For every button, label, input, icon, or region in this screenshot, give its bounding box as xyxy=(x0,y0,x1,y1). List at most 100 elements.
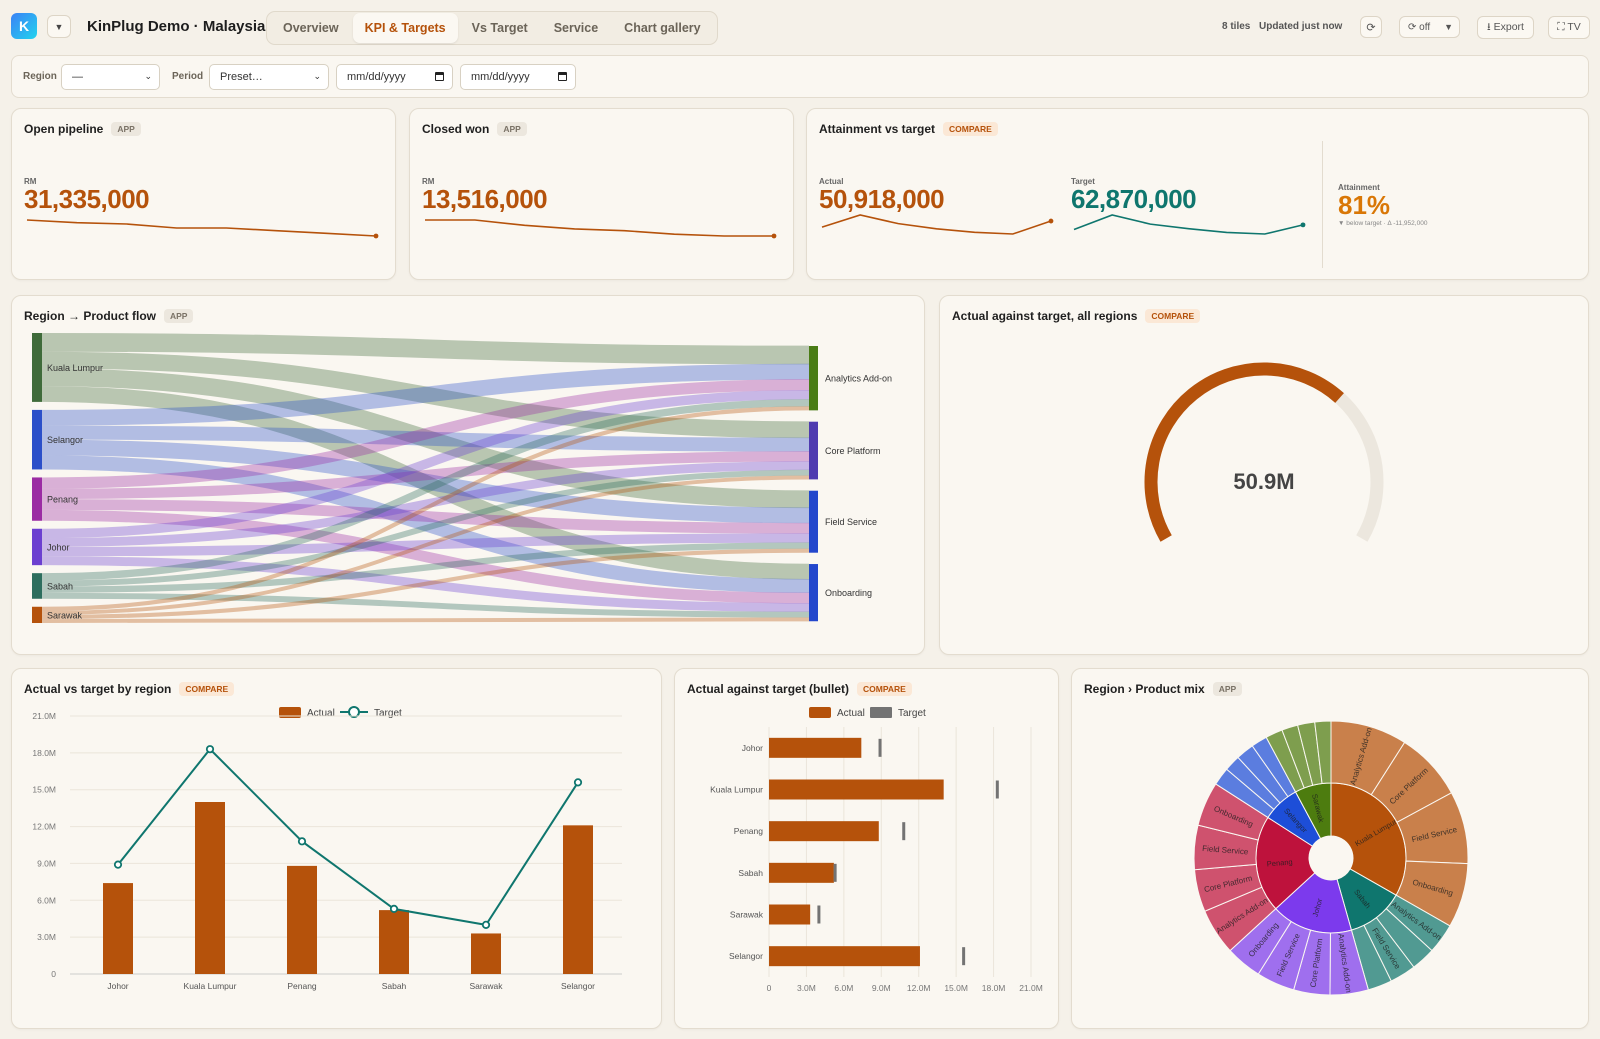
bar-actual xyxy=(563,825,593,974)
sankey-target-node xyxy=(809,490,818,553)
sankey-link xyxy=(41,617,810,623)
compare-badge: COMPARE xyxy=(179,682,235,696)
card-title: Open pipeline APP xyxy=(24,122,141,136)
sparkline-path xyxy=(821,214,1052,235)
x-tick-label: 21.0M xyxy=(1019,983,1043,993)
tab-vs-target[interactable]: Vs Target xyxy=(471,21,528,35)
tiles-count: 8 tiles xyxy=(1222,21,1251,32)
sankey-source-node xyxy=(32,573,42,599)
tab-kpi-targets[interactable]: KPI & Targets xyxy=(352,13,458,43)
card-title: Actual against target (bullet) COMPARE xyxy=(687,682,912,696)
gauge-card: Actual against target, all regions COMPAR… xyxy=(939,295,1589,655)
sankey-link xyxy=(41,451,810,500)
sankey-source-label: Kuala Lumpur xyxy=(47,363,103,373)
legend-label-target: Target xyxy=(374,708,402,719)
target-marker xyxy=(995,780,999,799)
app-badge: APP xyxy=(497,122,527,136)
date-from-input[interactable]: mm/dd/yyyy xyxy=(336,64,453,90)
kpi-card-closed-won: Closed won APP RM 13,516,000 xyxy=(409,108,794,280)
autorefresh-value: ⟳ off xyxy=(1408,21,1431,33)
legend-label-actual: Actual xyxy=(837,708,865,719)
calendar-icon[interactable] xyxy=(558,72,567,81)
combo-chart: Actual Target 0 3.0M 6.0M 9.0M 12.0M 15.0M 18.… xyxy=(32,706,622,991)
sankey-link xyxy=(41,399,810,581)
x-tick-label: 9.0M xyxy=(872,983,891,993)
sankey-target-node xyxy=(809,564,818,622)
card-title: Actual vs target by region COMPARE xyxy=(24,682,235,696)
sankey-link xyxy=(41,333,810,365)
date-to-input[interactable]: mm/dd/yyyy xyxy=(460,64,576,90)
card-title-text: Actual against target, all regions xyxy=(952,309,1138,323)
sunburst-outer-label: Field Service xyxy=(1202,844,1249,857)
actual-sparkline xyxy=(821,214,1054,235)
updated-status: Updated just now xyxy=(1259,21,1343,32)
sparkline-endpoint xyxy=(1048,218,1054,224)
y-category-label: Kuala Lumpur xyxy=(710,785,763,795)
bar-actual xyxy=(769,821,879,842)
compare-badge: COMPARE xyxy=(857,682,912,696)
bullet-chart-card: Actual against target (bullet) COMPARE Ac… xyxy=(674,668,1059,1029)
kpi-unit: RM xyxy=(422,177,435,186)
period-select-value: Preset… xyxy=(220,71,263,83)
bar-actual xyxy=(379,910,409,974)
x-tick-label: 6.0M xyxy=(834,983,853,993)
sankey-source-label: Sabah xyxy=(47,581,73,591)
target-marker xyxy=(833,863,837,882)
target-marker xyxy=(878,738,882,757)
bar-actual xyxy=(103,883,133,974)
bar-actual xyxy=(471,933,501,974)
sankey-source-node xyxy=(32,606,42,623)
sparkline-endpoint xyxy=(1300,222,1306,228)
tab-service[interactable]: Service xyxy=(553,21,599,35)
y-tick-label: 3.0M xyxy=(37,932,56,942)
legend-swatch-actual xyxy=(279,707,301,718)
region-select[interactable]: — ⌄ xyxy=(61,64,160,90)
calendar-icon[interactable] xyxy=(435,72,444,81)
card-title: Attainment vs target COMPARE xyxy=(819,122,998,136)
sankey-target-node xyxy=(809,421,818,480)
app-logo[interactable]: K xyxy=(11,13,37,39)
sankey-link xyxy=(41,475,810,615)
card-title: Region › Product mix APP xyxy=(1084,682,1243,696)
x-tick-label: Selangor xyxy=(561,981,595,991)
x-tick-label: 0 xyxy=(767,983,772,993)
sparkline-endpoint xyxy=(771,233,777,239)
export-button[interactable]: ⭳ Export xyxy=(1477,16,1534,39)
sunburst-card: Region › Product mix APP Analytics Add-on… xyxy=(1071,668,1589,1029)
sparkline-path xyxy=(425,219,774,237)
compare-badge: COMPARE xyxy=(943,122,998,136)
sparkline-path xyxy=(26,219,377,237)
sankey-target-label: Field Service xyxy=(825,517,877,527)
sankey-link xyxy=(41,351,810,439)
sparkline xyxy=(26,219,379,239)
date-from-placeholder: mm/dd/yyyy xyxy=(347,71,406,83)
chevron-down-icon[interactable]: ▼ xyxy=(47,15,71,38)
target-line xyxy=(117,747,579,926)
chevron-down-icon: ⌄ xyxy=(144,71,152,81)
kpi-unit: RM xyxy=(24,177,37,186)
autorefresh-select[interactable]: ⟳ off ▼ xyxy=(1399,16,1460,38)
target-marker xyxy=(297,837,307,846)
refresh-icon[interactable]: ⟳ xyxy=(1360,16,1382,38)
card-title-text: Closed won xyxy=(422,122,490,136)
sankey-target-label: Analytics Add-on xyxy=(825,374,892,384)
tab-bar: Overview KPI & Targets Vs Target Service… xyxy=(266,11,718,45)
tv-mode-button[interactable]: ⛶ TV xyxy=(1548,16,1590,39)
sankey-chart: Kuala Lumpur Selangor Penang Johor Sabah Sara… xyxy=(32,333,892,623)
x-tick-label: Penang xyxy=(287,981,317,991)
target-sparkline xyxy=(1073,214,1306,235)
tab-overview[interactable]: Overview xyxy=(283,21,339,35)
target-value: 62,870,000 xyxy=(1071,184,1197,214)
target-marker xyxy=(481,920,491,929)
bar-actual xyxy=(769,737,862,758)
tab-chart-gallery[interactable]: Chart gallery xyxy=(624,21,701,35)
y-tick-label: 18.0M xyxy=(32,748,56,758)
card-title: Closed won APP xyxy=(422,122,527,136)
sankey-link xyxy=(41,368,810,509)
period-select[interactable]: Preset… ⌄ xyxy=(209,64,329,90)
x-tick-label: 18.0M xyxy=(982,983,1006,993)
date-to-placeholder: mm/dd/yyyy xyxy=(471,71,530,83)
sankey-source-node xyxy=(32,333,42,402)
y-tick-label: 0 xyxy=(51,969,56,979)
